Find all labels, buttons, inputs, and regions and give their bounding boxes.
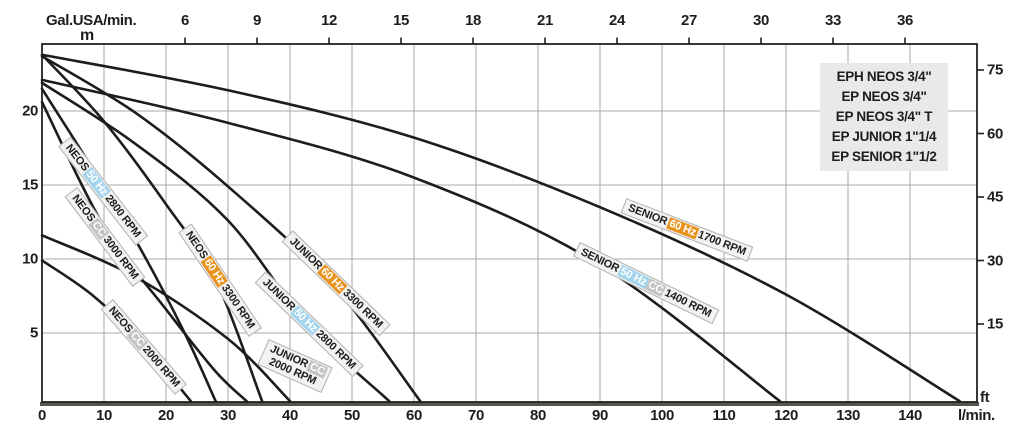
curve-neos-60hz-3300 bbox=[40, 53, 264, 403]
y-axis-tick-label: 20 bbox=[22, 102, 38, 120]
curve-senior-50hz-cc-1400 bbox=[40, 78, 782, 403]
top-axis-tick-label: 36 bbox=[897, 12, 913, 29]
x-axis-tick-label: 60 bbox=[406, 407, 422, 424]
legend-item: EP JUNIOR 1"1/4 bbox=[831, 129, 937, 144]
pump-models-legend: EPH NEOS 3/4" EP NEOS 3/4" EP NEOS 3/4" T E… bbox=[820, 63, 948, 171]
top-axis-tick-label: 21 bbox=[537, 12, 553, 29]
right-axis-tick-label: 30 bbox=[987, 252, 1003, 269]
x-axis-tick-label: 20 bbox=[158, 407, 174, 424]
bottom-axis-unit: l/min. bbox=[958, 407, 995, 424]
top-axis-tick-label: 15 bbox=[393, 12, 409, 29]
curve-senior-60hz-1700 bbox=[40, 53, 961, 403]
curve-neos-cc-3000 bbox=[40, 100, 248, 403]
y-axis-tick-label: 5 bbox=[30, 324, 38, 342]
top-axis-tick-label: 12 bbox=[321, 12, 337, 29]
x-axis-tick-label: 30 bbox=[220, 407, 236, 424]
x-axis-tick-label: 120 bbox=[774, 407, 798, 424]
legend-item: EP NEOS 3/4" T bbox=[835, 109, 933, 124]
x-axis-tick-label: 130 bbox=[836, 407, 860, 424]
top-axis-tick-label: 30 bbox=[753, 12, 769, 29]
x-axis-tick-label: 100 bbox=[650, 407, 674, 424]
right-axis-tick-label: 15 bbox=[987, 315, 1003, 333]
x-axis-tick-label: 110 bbox=[712, 407, 736, 424]
x-axis-tick-label: 140 bbox=[898, 407, 922, 424]
legend-item: EPH NEOS 3/4" bbox=[836, 69, 932, 84]
x-axis-tick-label: 70 bbox=[468, 407, 484, 424]
left-axis-unit: m bbox=[80, 27, 94, 44]
x-axis-tick-label: 80 bbox=[530, 407, 546, 424]
x-axis-tick-label: 50 bbox=[344, 407, 360, 424]
x-axis-tick-label: 0 bbox=[38, 407, 46, 424]
top-axis-unit: Gal.USA/min. bbox=[46, 12, 137, 29]
top-axis-tick-label: 18 bbox=[465, 12, 481, 29]
right-axis-tick-label: 60 bbox=[987, 125, 1003, 142]
y-axis-tick-label: 10 bbox=[22, 250, 38, 268]
right-axis-unit: ft bbox=[980, 389, 990, 406]
curve-junior-cc-2000 bbox=[40, 234, 292, 403]
legend-item: EP SENIOR 1"1/2 bbox=[831, 149, 937, 164]
top-axis-tick-label: 6 bbox=[181, 12, 189, 29]
curve-neos-50hz-2800 bbox=[40, 87, 217, 403]
x-axis-tick-label: 10 bbox=[96, 407, 112, 424]
top-axis-tick-label: 24 bbox=[609, 12, 625, 29]
legend-item: EP NEOS 3/4" bbox=[841, 89, 927, 104]
x-axis-tick-label: 40 bbox=[282, 407, 298, 424]
right-axis-tick-label: 75 bbox=[987, 61, 1003, 79]
plot-border bbox=[41, 43, 978, 403]
top-axis-tick-label: 33 bbox=[825, 12, 841, 29]
right-axis-tick-label: 45 bbox=[987, 188, 1003, 206]
top-axis-tick-label: 27 bbox=[681, 12, 697, 29]
top-axis-tick-label: 9 bbox=[253, 12, 261, 29]
x-axis-tick-label: 90 bbox=[592, 407, 608, 424]
y-axis-tick-label: 15 bbox=[22, 176, 38, 194]
